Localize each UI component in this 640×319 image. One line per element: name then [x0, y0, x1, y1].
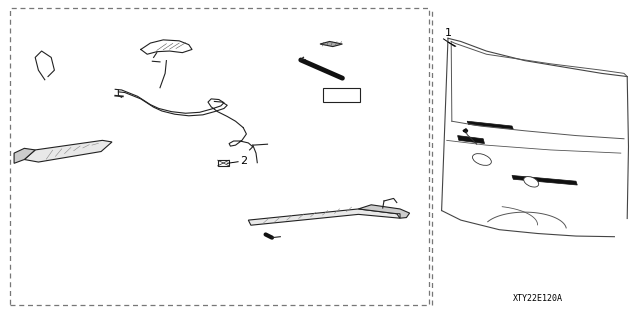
Polygon shape [358, 205, 410, 218]
Ellipse shape [472, 154, 492, 165]
Polygon shape [24, 140, 112, 162]
Bar [218, 160, 229, 166]
Polygon shape [458, 136, 484, 144]
Text: XTY22E120A: XTY22E120A [513, 294, 563, 303]
Text: 1: 1 [445, 28, 452, 39]
Bar [10, 8, 429, 305]
Bar [323, 88, 360, 102]
Polygon shape [512, 175, 577, 185]
Polygon shape [14, 148, 35, 163]
Ellipse shape [524, 177, 539, 187]
Polygon shape [248, 209, 400, 225]
Text: 2: 2 [240, 156, 247, 166]
Polygon shape [467, 121, 513, 129]
Polygon shape [320, 41, 342, 47]
